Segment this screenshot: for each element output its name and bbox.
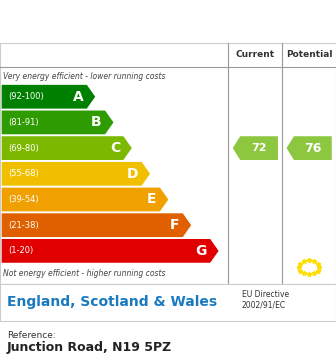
Text: (92-100): (92-100) <box>8 92 44 101</box>
Polygon shape <box>2 239 219 263</box>
Text: England, Scotland & Wales: England, Scotland & Wales <box>7 295 217 310</box>
Text: (39-54): (39-54) <box>8 195 39 204</box>
Bar <box>0 284 336 321</box>
Text: Reference:: Reference: <box>7 331 55 340</box>
Text: (1-20): (1-20) <box>8 246 34 255</box>
Text: C: C <box>110 141 120 155</box>
Text: Potential: Potential <box>286 50 332 59</box>
Text: (69-80): (69-80) <box>8 144 39 153</box>
Polygon shape <box>2 85 95 109</box>
Polygon shape <box>2 213 191 237</box>
Polygon shape <box>233 136 278 160</box>
Text: D: D <box>127 167 138 181</box>
Polygon shape <box>2 136 132 160</box>
Text: 76: 76 <box>304 142 322 155</box>
Text: B: B <box>91 115 102 130</box>
Text: Very energy efficient - lower running costs: Very energy efficient - lower running co… <box>3 72 166 81</box>
Text: G: G <box>196 244 207 258</box>
Text: (21-38): (21-38) <box>8 221 39 230</box>
Text: (55-68): (55-68) <box>8 169 39 178</box>
Text: Junction Road, N19 5PZ: Junction Road, N19 5PZ <box>7 342 172 354</box>
Text: Energy Efficiency Rating: Energy Efficiency Rating <box>44 12 292 30</box>
Text: 72: 72 <box>251 143 267 153</box>
Text: E: E <box>147 192 157 207</box>
Polygon shape <box>2 187 168 211</box>
Text: Current: Current <box>236 50 275 59</box>
Text: (81-91): (81-91) <box>8 118 39 127</box>
Text: A: A <box>73 90 83 104</box>
Polygon shape <box>287 136 332 160</box>
Text: Not energy efficient - higher running costs: Not energy efficient - higher running co… <box>3 269 166 278</box>
Text: EU Directive
2002/91/EC: EU Directive 2002/91/EC <box>242 290 289 309</box>
Text: F: F <box>170 218 179 232</box>
Polygon shape <box>2 162 150 186</box>
Polygon shape <box>2 110 114 134</box>
